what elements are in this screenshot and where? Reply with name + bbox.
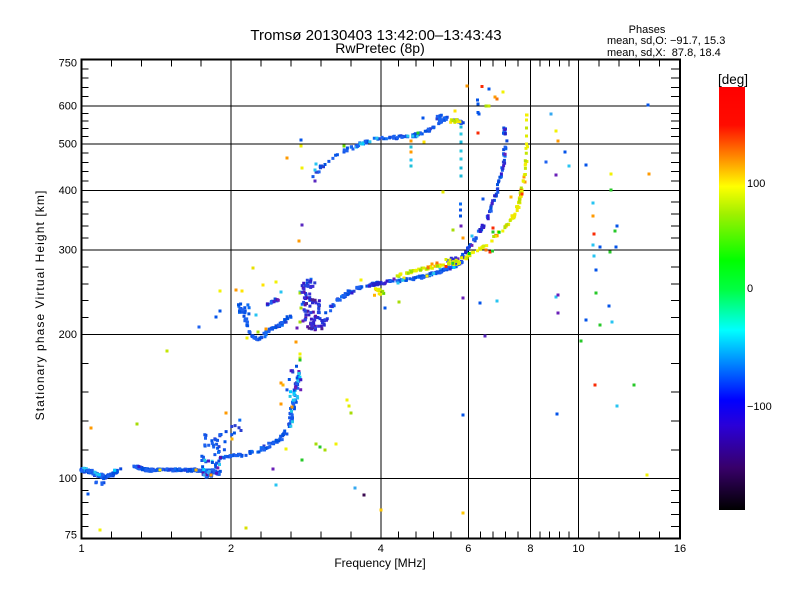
svg-text:600: 600: [59, 100, 77, 112]
svg-text:10: 10: [572, 543, 584, 555]
svg-text:200: 200: [59, 329, 77, 341]
svg-text:6: 6: [465, 543, 471, 555]
svg-text:100: 100: [747, 178, 765, 190]
svg-text:[deg]: [deg]: [718, 72, 748, 87]
svg-text:Phases: Phases: [629, 24, 666, 36]
svg-text:1: 1: [78, 543, 84, 555]
svg-text:100: 100: [59, 473, 77, 485]
svg-text:300: 300: [59, 245, 77, 257]
svg-text:750: 750: [59, 58, 77, 70]
svg-text:RwPretec (8p): RwPretec (8p): [335, 40, 424, 56]
svg-text:4: 4: [378, 543, 384, 555]
svg-text:−100: −100: [747, 401, 772, 413]
svg-text:16: 16: [674, 543, 686, 555]
svg-text:mean, sd,X: 87.8, 18.4: mean, sd,X: 87.8, 18.4: [607, 47, 721, 59]
svg-text:2: 2: [228, 543, 234, 555]
svg-text:Tromsø 20130403 13:42:00–13:43: Tromsø 20130403 13:42:00–13:43:43: [250, 27, 501, 44]
svg-text:500: 500: [59, 138, 77, 150]
svg-text:8: 8: [527, 543, 533, 555]
svg-text:mean, sd,O: −91.7, 15.3: mean, sd,O: −91.7, 15.3: [607, 35, 725, 47]
svg-text:Stationary phase Virtual Heigh: Stationary phase Virtual Height [km]: [33, 190, 47, 421]
svg-text:Frequency [MHz]: Frequency [MHz]: [334, 556, 425, 570]
svg-text:400: 400: [59, 185, 77, 197]
svg-text:75: 75: [65, 530, 77, 542]
svg-text:0: 0: [747, 283, 753, 295]
